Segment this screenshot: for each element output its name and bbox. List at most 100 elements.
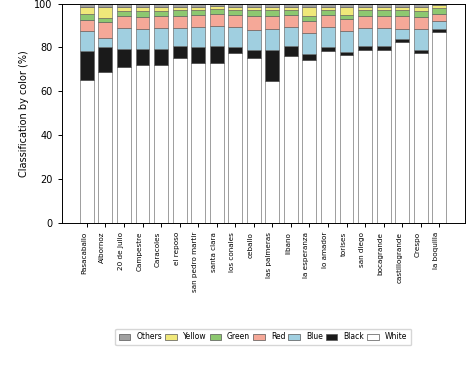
Bar — [377, 10, 391, 16]
Bar — [136, 29, 149, 49]
Bar — [377, 50, 391, 223]
Bar — [339, 14, 354, 19]
Bar — [321, 14, 335, 27]
Bar — [154, 49, 168, 65]
Bar — [117, 4, 131, 7]
Bar — [173, 10, 187, 16]
Bar — [284, 46, 298, 56]
Bar — [414, 7, 428, 12]
Bar — [117, 7, 131, 12]
Bar — [154, 7, 168, 12]
Bar — [247, 16, 261, 30]
Bar — [302, 59, 316, 223]
Bar — [432, 5, 446, 8]
Bar — [395, 4, 409, 7]
Bar — [117, 16, 131, 28]
Bar — [191, 4, 205, 7]
Bar — [358, 28, 372, 46]
Bar — [136, 12, 149, 17]
Bar — [80, 4, 94, 7]
Bar — [395, 7, 409, 10]
Bar — [117, 28, 131, 49]
Bar — [173, 4, 187, 7]
Bar — [80, 14, 94, 20]
Bar — [339, 19, 354, 31]
Bar — [173, 58, 187, 223]
Bar — [414, 50, 428, 53]
Bar — [321, 27, 335, 47]
Bar — [210, 6, 224, 9]
Bar — [284, 27, 298, 46]
Bar — [284, 56, 298, 223]
Bar — [395, 16, 409, 29]
Bar — [154, 4, 168, 7]
Bar — [191, 7, 205, 10]
Bar — [302, 21, 316, 33]
Bar — [377, 7, 391, 10]
Bar — [395, 10, 409, 16]
Bar — [99, 47, 112, 72]
Bar — [99, 72, 112, 223]
Bar — [210, 46, 224, 63]
Bar — [191, 14, 205, 27]
Bar — [247, 30, 261, 50]
Bar — [302, 54, 316, 59]
Bar — [377, 4, 391, 7]
Bar — [173, 7, 187, 10]
Bar — [210, 26, 224, 46]
Bar — [414, 53, 428, 223]
Bar — [136, 7, 149, 12]
Bar — [191, 63, 205, 223]
Bar — [265, 50, 279, 81]
Bar — [377, 28, 391, 46]
Bar — [80, 20, 94, 31]
Bar — [117, 49, 131, 67]
Bar — [358, 46, 372, 50]
Bar — [265, 10, 279, 16]
Bar — [265, 16, 279, 29]
Bar — [432, 29, 446, 32]
Bar — [99, 22, 112, 37]
Bar — [80, 7, 94, 14]
Bar — [117, 12, 131, 16]
Bar — [228, 4, 242, 7]
Bar — [247, 58, 261, 223]
Bar — [136, 4, 149, 7]
Bar — [339, 55, 354, 223]
Bar — [377, 16, 391, 28]
Bar — [191, 47, 205, 63]
Bar — [210, 14, 224, 26]
Bar — [154, 28, 168, 49]
Bar — [265, 7, 279, 10]
Bar — [339, 4, 354, 7]
Bar — [284, 7, 298, 10]
Bar — [117, 67, 131, 223]
Bar — [154, 12, 168, 16]
Bar — [173, 28, 187, 46]
Y-axis label: Classification by color (%): Classification by color (%) — [18, 50, 28, 177]
Bar — [321, 10, 335, 14]
Legend: Others, Yellow, Green, Red, Blue, Black, White: Others, Yellow, Green, Red, Blue, Black,… — [115, 329, 411, 345]
Bar — [432, 21, 446, 29]
Bar — [358, 16, 372, 28]
Bar — [80, 81, 94, 223]
Bar — [173, 16, 187, 28]
Bar — [247, 10, 261, 16]
Bar — [432, 1, 446, 5]
Bar — [432, 8, 446, 14]
Bar — [265, 81, 279, 223]
Bar — [321, 47, 335, 51]
Bar — [414, 17, 428, 29]
Bar — [284, 4, 298, 7]
Bar — [302, 16, 316, 21]
Bar — [136, 17, 149, 29]
Bar — [154, 65, 168, 223]
Bar — [173, 46, 187, 58]
Bar — [395, 29, 409, 39]
Bar — [80, 31, 94, 51]
Bar — [228, 27, 242, 47]
Bar — [358, 50, 372, 223]
Bar — [247, 4, 261, 7]
Bar — [210, 3, 224, 6]
Bar — [321, 7, 335, 10]
